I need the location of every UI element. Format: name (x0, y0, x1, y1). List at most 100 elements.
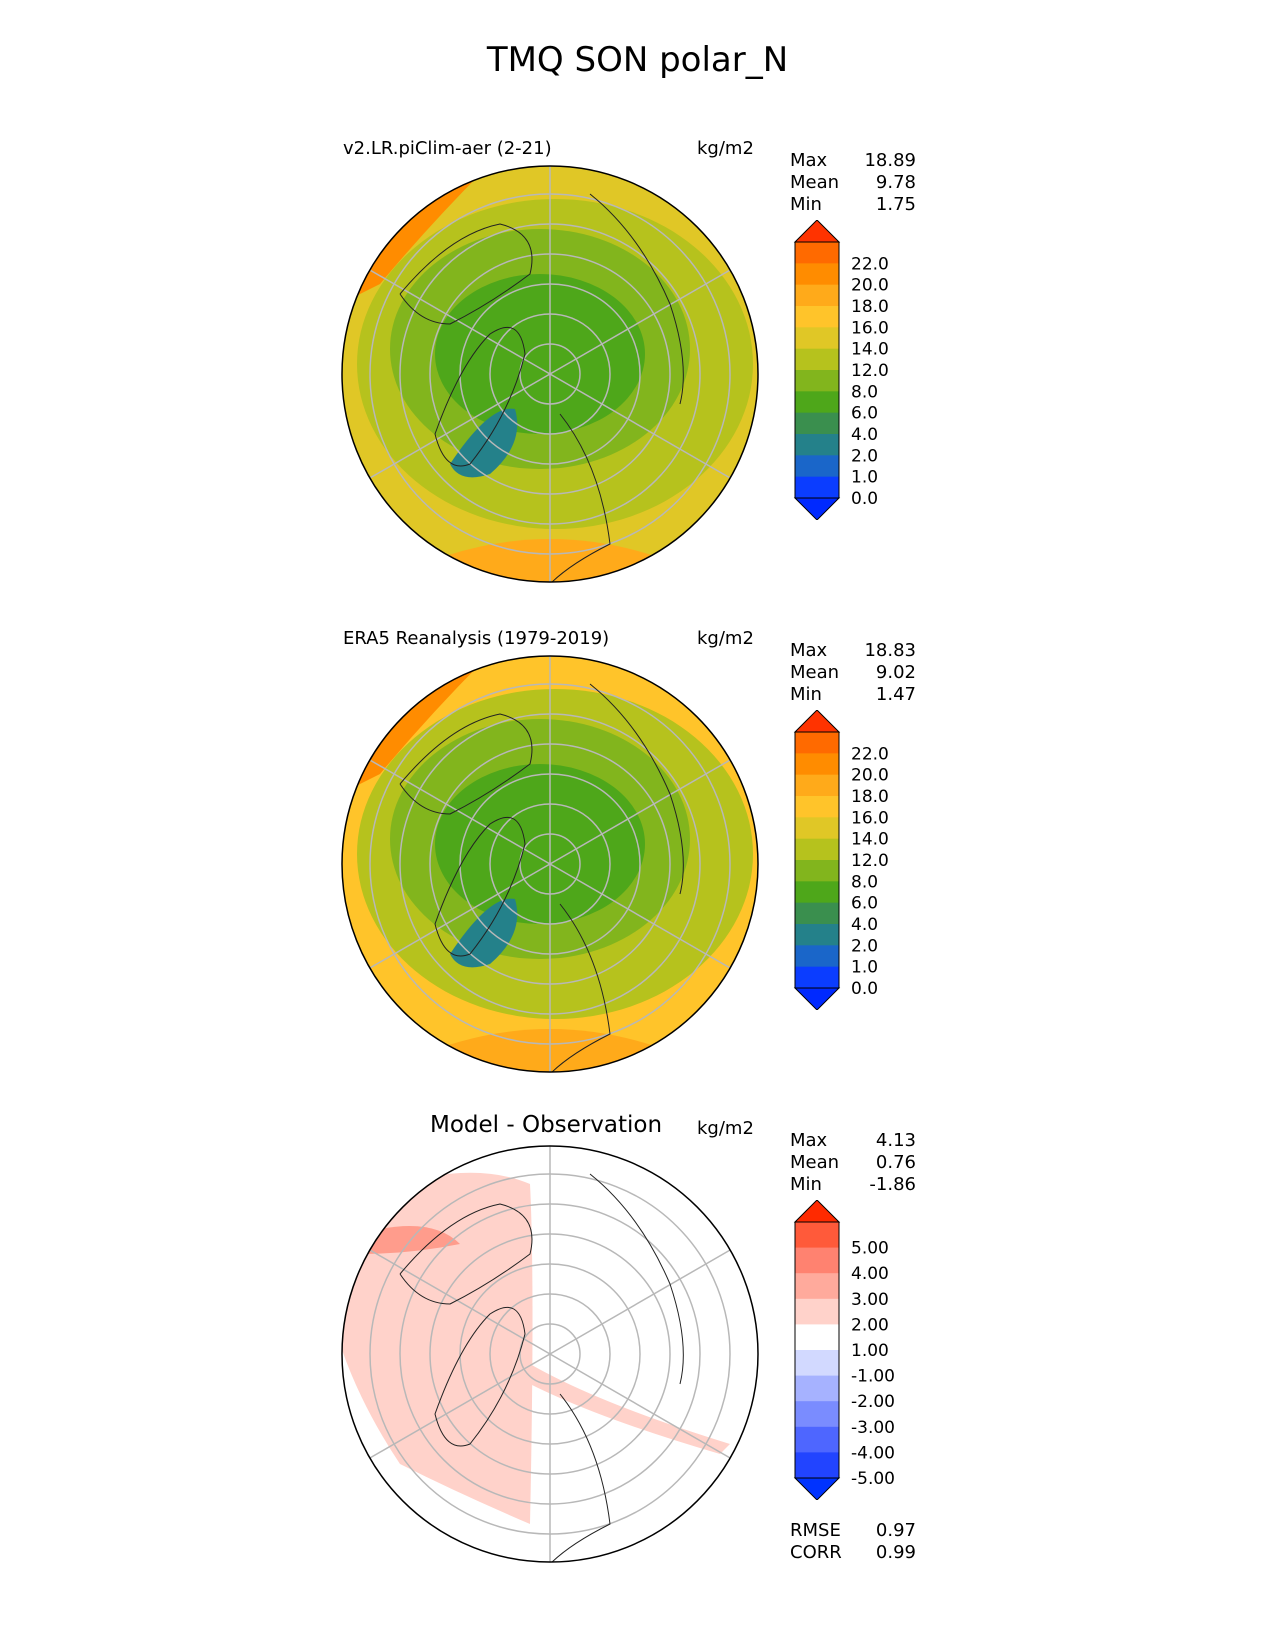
colorbar-tick-label: 8.0 (851, 872, 878, 892)
colorbar-tick-label: 1.00 (851, 1341, 889, 1361)
colorbar-bin (795, 284, 839, 307)
units-label: kg/m2 (697, 1118, 754, 1139)
polar-map (341, 165, 759, 583)
colorbar-frame (794, 731, 840, 989)
colorbar-tick-label: 0.0 (851, 489, 878, 509)
colorbar-extend-bottom (793, 1477, 841, 1500)
units-label: kg/m2 (697, 628, 754, 649)
colorbar-tick-label: 4.0 (851, 425, 878, 445)
coastline (399, 1173, 684, 1562)
colorbar-tick-label: 6.0 (851, 894, 878, 914)
colorbar-bin (795, 1273, 839, 1300)
map-field (342, 1146, 758, 1562)
colorbar-frame (794, 1221, 840, 1479)
max-value: 18.89 (864, 150, 916, 171)
colorbar-bin (795, 860, 839, 882)
colorbar-tick-label: 12.0 (851, 361, 889, 381)
colorbar-tick-label: -5.00 (851, 1469, 895, 1489)
coastline-greenland (434, 1306, 526, 1447)
coastline-asia (589, 193, 684, 405)
meridian-line (369, 1249, 551, 1355)
colorbar-tick-label: 4.0 (851, 915, 878, 935)
colorbar-tick-label: 22.0 (851, 254, 889, 274)
meridian-line (369, 759, 551, 865)
meridian-line (369, 269, 551, 375)
map-boundary (341, 1145, 759, 1563)
polar-map (341, 1145, 759, 1563)
stats-box: Max 18.89 Mean 9.78 Min 1.75 (790, 150, 916, 216)
min-label: Min (790, 684, 822, 705)
min-label: Min (790, 194, 822, 215)
panel-model: v2.LR.piClim-aer (2-21) kg/m2 Max 18.89 M… (0, 138, 1275, 618)
colorbar-bin (795, 1222, 839, 1249)
min-value: 1.47 (875, 684, 916, 705)
coastline-asia (589, 683, 684, 895)
coastline-greenland (434, 816, 526, 957)
map-boundary (341, 655, 759, 1073)
colorbar-tick-label: 22.0 (851, 744, 889, 764)
meridian-line (549, 373, 731, 479)
coastline-north-america (399, 1203, 533, 1305)
max-value: 18.83 (864, 640, 916, 661)
colorbar-bin (795, 774, 839, 797)
colorbar-tick-label: 4.00 (851, 1264, 889, 1284)
colorbar-extend-bottom (793, 497, 841, 520)
colorbar-tick-label: 5.00 (851, 1239, 889, 1259)
colorbar-extend-top (793, 220, 841, 243)
colorbar-tick-label: 6.0 (851, 404, 878, 424)
meridian-line (549, 863, 731, 969)
meridian-line (369, 1353, 551, 1459)
max-value: 4.13 (875, 1130, 916, 1151)
meridian-line (369, 863, 551, 969)
rmse-label: RMSE (790, 1520, 841, 1541)
max-label: Max (790, 1130, 828, 1151)
colorbar-bin (795, 1324, 839, 1351)
panel-observation: ERA5 Reanalysis (1979-2019) kg/m2 Max 18.… (0, 628, 1275, 1108)
corr-value: 0.99 (875, 1542, 916, 1563)
coastline-europe (549, 1393, 611, 1562)
colorbar-bin (795, 796, 839, 818)
colorbar-bin (795, 263, 839, 286)
graticule (369, 1146, 731, 1562)
graticule (369, 656, 731, 1072)
coastline-north-america (399, 713, 533, 815)
colorbar-bin (795, 881, 839, 904)
panel-difference: Model - Observation kg/m2 Max 4.13 Mean 0.… (0, 1112, 1275, 1598)
min-label: Min (790, 1174, 822, 1195)
panel-title: v2.LR.piClim-aer (2-21) (343, 138, 552, 159)
mean-value: 0.76 (875, 1152, 916, 1173)
max-label: Max (790, 150, 828, 171)
map-field (342, 656, 758, 1072)
diff-positive-region (342, 1172, 533, 1524)
colorbar-bin (795, 1452, 839, 1479)
colorbar-tick-label: 20.0 (851, 766, 889, 786)
colorbar-tick-label: 8.0 (851, 382, 878, 402)
stats-box: Max 4.13 Mean 0.76 Min -1.86 (790, 1130, 916, 1196)
colorbar-bin (795, 817, 839, 840)
colorbar-tick-label: 1.0 (851, 958, 878, 978)
colorbar: 22.020.018.016.014.012.08.06.04.02.01.00… (793, 220, 889, 520)
stats-box: Max 18.83 Mean 9.02 Min 1.47 (790, 640, 916, 706)
colorbar-tick-label: 1.0 (851, 468, 878, 488)
min-value: -1.86 (869, 1174, 916, 1195)
meridian-line (549, 1353, 731, 1459)
colorbar-bin (795, 945, 839, 968)
colorbar-extend-top (793, 710, 841, 733)
coastline (399, 193, 684, 582)
mean-label: Mean (790, 172, 840, 193)
units-label: kg/m2 (697, 138, 754, 159)
coastline (399, 683, 684, 1072)
colorbar: 5.00 4.00 3.00 2.00 1.00 -1.00 -2.00 -3.00 -4.00… (793, 1200, 895, 1500)
colorbar-tick-label: 16.0 (851, 318, 889, 338)
colorbar-bin (795, 434, 839, 456)
error-stats: RMSE 0.97 CORR 0.99 (790, 1520, 916, 1564)
colorbar-bin (795, 476, 839, 499)
graticule (369, 166, 731, 582)
colorbar-tick-label: 16.0 (851, 808, 889, 828)
colorbar-tick-label: 14.0 (851, 340, 889, 360)
colorbar-bin (795, 242, 839, 264)
colorbar-bin (795, 455, 839, 478)
moisture-band-core (435, 764, 645, 924)
colorbar-tick-label: 3.00 (851, 1290, 889, 1310)
mean-value: 9.02 (875, 662, 916, 683)
